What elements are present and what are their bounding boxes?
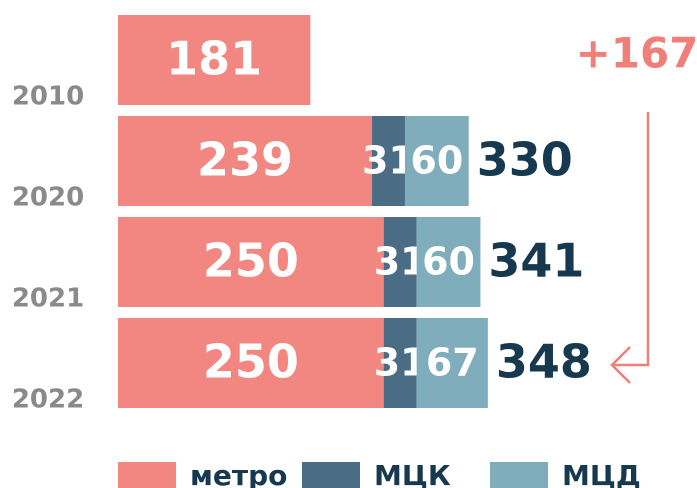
y-tick-label: 2010 bbox=[12, 82, 84, 112]
annotation: +167 bbox=[576, 29, 697, 78]
value-label: 60 bbox=[410, 139, 463, 183]
legend-swatch bbox=[490, 462, 548, 488]
total-label: 341 bbox=[488, 234, 584, 288]
legend-label: метро bbox=[190, 459, 287, 488]
value-label: 250 bbox=[203, 234, 299, 288]
bar-segment bbox=[372, 116, 405, 206]
y-tick-label: 2021 bbox=[12, 284, 84, 314]
value-label: 239 bbox=[197, 133, 293, 187]
bar-segment bbox=[118, 116, 373, 206]
bar-segment bbox=[383, 217, 417, 307]
legend-label: МЦД bbox=[562, 459, 641, 488]
total-label: 330 bbox=[477, 133, 573, 187]
value-label: 250 bbox=[203, 335, 299, 389]
bar-segment bbox=[118, 318, 384, 408]
arrow bbox=[610, 112, 650, 384]
value-label: 60 bbox=[422, 240, 475, 284]
value-label: 67 bbox=[426, 341, 479, 385]
total-label: 348 bbox=[496, 335, 592, 389]
legend-swatch bbox=[118, 462, 176, 488]
y-tick-label: 2022 bbox=[12, 385, 84, 415]
bar-segment bbox=[118, 217, 384, 307]
bar-segment bbox=[416, 217, 481, 307]
value-label: 181 bbox=[166, 32, 262, 86]
bar-segment bbox=[404, 116, 469, 206]
bar-segment bbox=[383, 318, 417, 408]
legend-swatch bbox=[302, 462, 360, 488]
bar-segment bbox=[118, 15, 311, 105]
bar-segment bbox=[416, 318, 488, 408]
y-tick-label: 2020 bbox=[12, 183, 84, 213]
legend-label: МЦК bbox=[374, 459, 451, 488]
